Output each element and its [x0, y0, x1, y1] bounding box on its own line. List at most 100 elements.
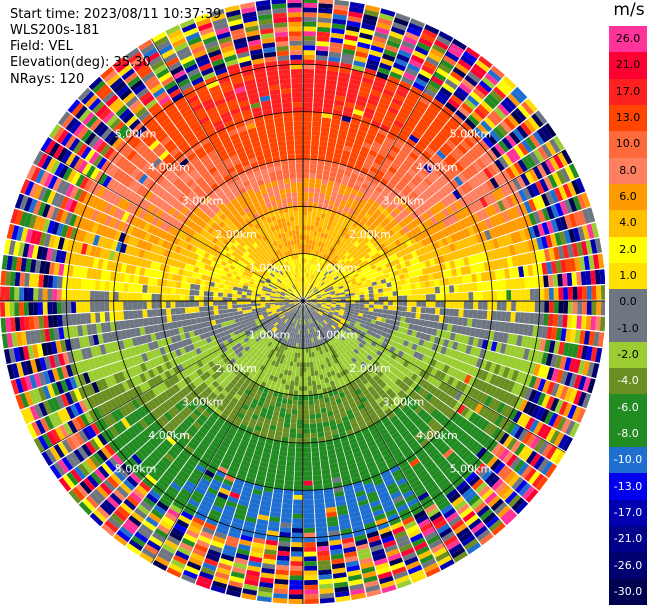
velocity-gate [497, 212, 506, 224]
velocity-gate [504, 491, 518, 505]
velocity-gate [364, 201, 373, 209]
velocity-gate [497, 103, 510, 117]
velocity-gate [592, 254, 600, 269]
velocity-gate [494, 143, 506, 156]
velocity-gate [271, 395, 278, 402]
velocity-gate [308, 263, 311, 269]
velocity-gate [215, 432, 225, 441]
velocity-gate [325, 439, 334, 446]
velocity-gate [324, 397, 330, 403]
velocity-gate [591, 301, 597, 316]
velocity-gate [308, 239, 313, 245]
velocity-gate [287, 355, 292, 362]
velocity-gate [376, 266, 383, 272]
velocity-gate [348, 127, 358, 135]
velocity-gate [312, 235, 317, 241]
velocity-gate [422, 441, 433, 452]
velocity-gate [320, 263, 325, 269]
velocity-gate [397, 538, 411, 549]
velocity-gate [464, 75, 478, 87]
velocity-gate [357, 403, 365, 411]
velocity-gate [316, 304, 322, 306]
velocity-gate [295, 343, 299, 349]
velocity-gate [313, 479, 323, 486]
velocity-gate [331, 295, 336, 298]
velocity-gate [259, 396, 266, 403]
velocity-gate [383, 232, 391, 240]
velocity-gate [435, 293, 441, 301]
velocity-gate [572, 195, 582, 211]
velocity-gate [315, 315, 319, 320]
velocity-gate [410, 85, 423, 96]
velocity-gate [269, 458, 278, 465]
velocity-gate [363, 111, 374, 120]
velocity-gate [355, 50, 369, 59]
velocity-gate [426, 301, 431, 308]
velocity-gate [511, 289, 516, 301]
velocity-gate [456, 342, 464, 352]
velocity-gate [253, 409, 261, 416]
velocity-gate [403, 396, 413, 405]
velocity-gate [287, 447, 296, 453]
velocity-gate [476, 272, 482, 282]
velocity-gate [368, 495, 380, 504]
velocity-gate [336, 245, 342, 252]
velocity-gate [305, 319, 307, 325]
velocity-data-layer [0, 0, 605, 604]
velocity-gate [387, 237, 395, 244]
velocity-gate [308, 352, 312, 358]
velocity-gate [390, 490, 402, 500]
velocity-gate [582, 377, 592, 392]
velocity-gate [551, 368, 560, 382]
velocity-gate [446, 376, 455, 386]
velocity-gate [244, 451, 254, 459]
velocity-gate [380, 495, 392, 504]
velocity-gate [334, 99, 345, 107]
velocity-gate [344, 239, 351, 246]
velocity-gate [335, 447, 344, 454]
velocity-gate [387, 106, 399, 115]
velocity-gate [590, 346, 598, 362]
velocity-gate [528, 362, 537, 375]
velocity-gate [367, 535, 381, 544]
velocity-gate [489, 89, 503, 103]
velocity-gate [379, 62, 392, 71]
velocity-gate [306, 295, 311, 299]
velocity-gate [360, 256, 367, 263]
velocity-gate [447, 409, 457, 420]
velocity-gate [341, 415, 349, 423]
velocity-gate [480, 208, 489, 220]
velocity-gate [419, 96, 432, 106]
velocity-gate [467, 309, 474, 319]
velocity-gate [368, 304, 374, 309]
velocity-gate [551, 172, 562, 187]
velocity-gate [408, 202, 417, 212]
velocity-gate [303, 405, 309, 410]
velocity-gate [300, 305, 302, 311]
velocity-gate [455, 461, 467, 473]
velocity-gate [333, 321, 339, 326]
velocity-gate [295, 314, 298, 319]
velocity-gate [351, 406, 359, 414]
velocity-gate [524, 98, 538, 113]
velocity-gate [322, 270, 327, 276]
velocity-gate [480, 319, 487, 330]
velocity-gate [339, 241, 345, 248]
velocity-gate [509, 193, 519, 206]
velocity-gate [279, 368, 285, 375]
velocity-gate [402, 295, 408, 301]
velocity-gate [465, 471, 478, 484]
velocity-gate [222, 509, 235, 518]
velocity-gate [292, 518, 303, 524]
velocity-gate [322, 387, 328, 394]
velocity-gate [319, 280, 324, 286]
velocity-gate [520, 465, 533, 479]
velocity-gate [358, 171, 367, 179]
velocity-gate [321, 227, 327, 234]
velocity-gate [326, 406, 333, 412]
velocity-gate [498, 156, 509, 169]
velocity-gate [335, 362, 341, 369]
velocity-gate [306, 309, 309, 315]
velocity-gate [204, 469, 215, 479]
velocity-gate [334, 413, 341, 420]
